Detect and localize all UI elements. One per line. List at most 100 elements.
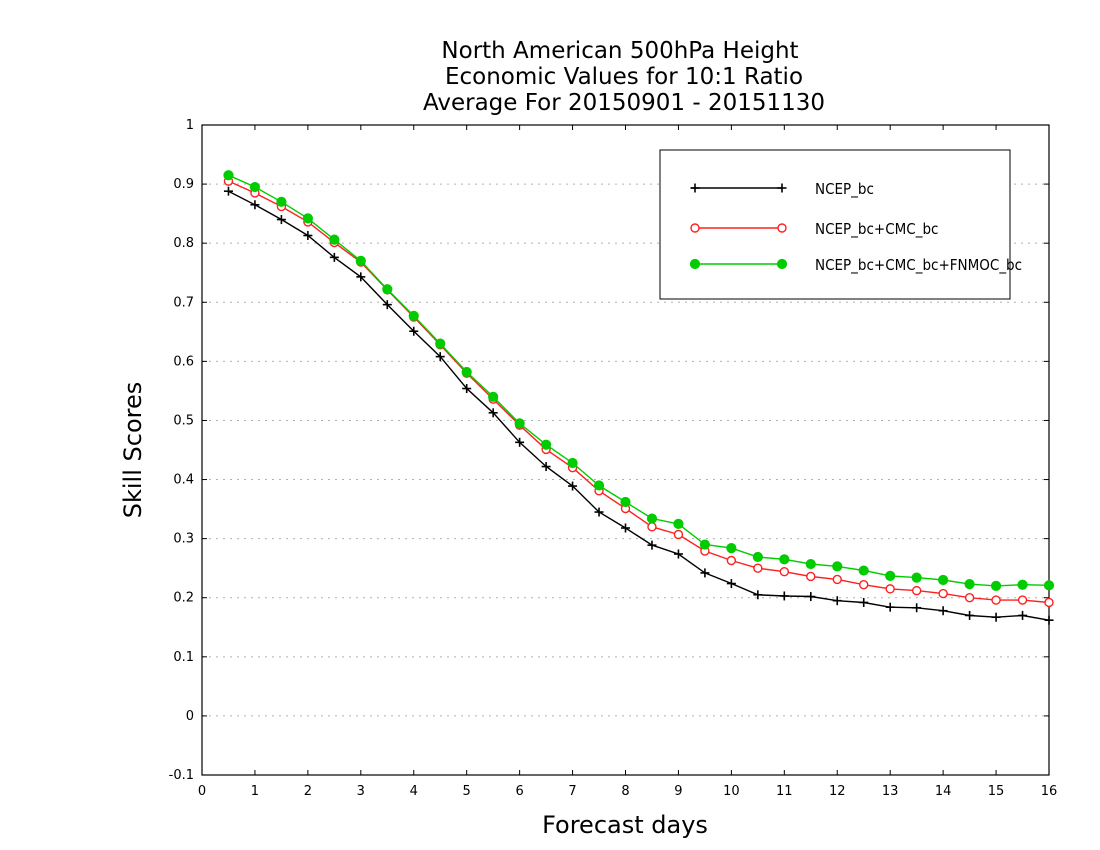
data-point — [911, 585, 922, 596]
data-point — [303, 231, 313, 240]
data-point — [779, 567, 790, 577]
legend-item: NCEP_bc — [690, 180, 874, 199]
x-tick-label: 11 — [776, 784, 793, 799]
data-point — [514, 418, 525, 429]
data-point — [620, 496, 631, 508]
x-tick-label: 15 — [988, 784, 1005, 799]
data-point — [806, 571, 816, 582]
x-tick-label: 14 — [935, 784, 952, 799]
data-point — [302, 213, 313, 224]
data-point — [462, 384, 472, 394]
y-tick-label: 0.3 — [173, 532, 194, 547]
data-point — [408, 310, 419, 321]
data-point — [965, 610, 975, 620]
x-tick-label: 1 — [251, 784, 259, 799]
data-point — [753, 563, 763, 573]
data-point — [938, 606, 948, 616]
data-point — [885, 602, 895, 612]
y-tick-label: 0.4 — [173, 473, 194, 488]
y-tick-label: 0.7 — [173, 295, 194, 310]
data-point — [1043, 580, 1055, 591]
data-point — [991, 595, 1001, 605]
x-tick-label: 7 — [568, 784, 576, 799]
data-point — [276, 215, 286, 225]
series-layer — [223, 170, 1055, 625]
data-point — [382, 284, 393, 295]
y-tick-label: 0.5 — [173, 413, 194, 428]
legend-label: NCEP_bc+CMC_bc+FNMOC_bc — [815, 256, 1022, 275]
data-point — [1044, 615, 1054, 625]
data-point — [752, 551, 763, 563]
data-point — [726, 555, 737, 566]
data-point — [250, 200, 260, 210]
data-point — [858, 565, 869, 576]
legend: NCEP_bc NCEP_bc+CMC_bc NCEP_bc+CMC_bc+FNMO… — [659, 149, 1022, 300]
y-tick-label: 1 — [186, 118, 194, 133]
data-point — [329, 234, 340, 245]
title-line-2: Economic Values for 10:1 Ratio — [445, 64, 803, 90]
data-point — [223, 170, 234, 181]
data-point — [991, 612, 1001, 622]
data-point — [806, 592, 816, 602]
data-point — [488, 391, 499, 402]
data-point — [885, 570, 896, 581]
data-point — [409, 326, 419, 336]
legend-marker — [777, 183, 787, 193]
x-tick-label: 10 — [723, 784, 740, 799]
x-tick-label: 0 — [198, 784, 206, 799]
x-tick-label: 6 — [515, 784, 523, 799]
y-tick-label: 0 — [186, 709, 194, 724]
data-point — [753, 590, 763, 600]
legend-marker — [690, 223, 700, 233]
legend-marker — [690, 183, 700, 193]
y-tick-label: 0.9 — [173, 177, 194, 192]
x-axis-title: Forecast days — [542, 811, 708, 839]
data-point — [700, 568, 710, 578]
series-1 — [223, 186, 1054, 625]
grid-lines — [202, 183, 1049, 717]
data-point — [594, 507, 604, 517]
y-tick-label: 0.6 — [173, 354, 194, 369]
legend-label: NCEP_bc — [815, 180, 874, 199]
legend-label: NCEP_bc+CMC_bc — [815, 220, 938, 239]
y-tick-label: 0.2 — [173, 591, 194, 606]
data-point — [540, 439, 552, 450]
data-point — [382, 300, 392, 310]
data-point — [568, 481, 578, 491]
y-tick-label: 0.1 — [173, 650, 194, 665]
data-point — [329, 252, 339, 262]
data-point — [805, 558, 816, 570]
legend-item: NCEP_bc+CMC_bc — [690, 220, 938, 239]
title-line-1: North American 500hPa Height — [441, 38, 798, 64]
legend-marker — [689, 258, 701, 270]
data-point — [461, 366, 472, 378]
y-tick-label: -0.1 — [169, 768, 194, 783]
data-point — [964, 579, 975, 590]
x-tick-label: 13 — [882, 784, 899, 799]
x-tick-label: 5 — [463, 784, 471, 799]
y-tick-label: 0.8 — [173, 236, 194, 251]
data-point — [223, 186, 233, 196]
data-point — [435, 352, 445, 362]
data-point — [885, 584, 895, 594]
data-point — [779, 554, 790, 565]
data-point — [567, 457, 578, 469]
data-point — [673, 529, 684, 540]
data-point — [938, 588, 948, 599]
data-point — [621, 523, 630, 533]
data-point — [964, 593, 975, 603]
series-3 — [223, 170, 1055, 592]
data-point — [356, 272, 366, 282]
legend-item: NCEP_bc+CMC_bc+FNMOC_bc — [689, 256, 1022, 275]
x-tick-label: 2 — [304, 784, 312, 799]
data-point — [779, 591, 789, 601]
data-point — [249, 181, 261, 193]
data-point — [859, 597, 869, 607]
data-point — [541, 462, 551, 472]
data-point — [593, 480, 605, 491]
data-point — [912, 603, 922, 613]
data-point — [832, 561, 843, 572]
data-point — [726, 579, 736, 589]
data-point — [488, 408, 498, 418]
